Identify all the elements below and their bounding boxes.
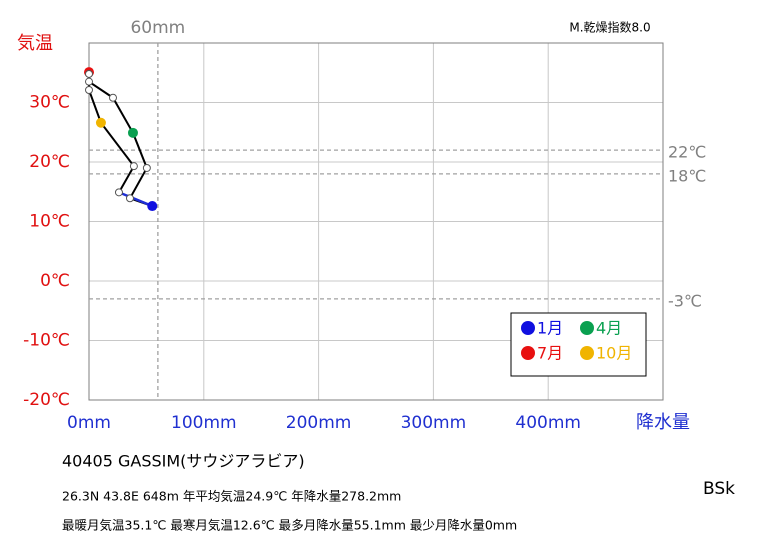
month-point bbox=[125, 194, 134, 203]
month-point bbox=[85, 69, 93, 78]
y-axis-label: 気温 bbox=[17, 33, 53, 54]
reference-label: -3℃ bbox=[668, 291, 702, 310]
y-tick-label: 10℃ bbox=[29, 212, 70, 232]
highlight-point bbox=[95, 117, 106, 128]
legend-label: 4月 bbox=[596, 319, 622, 338]
month-point bbox=[85, 86, 93, 95]
legend-label: 10月 bbox=[596, 344, 632, 363]
highlight-point bbox=[127, 127, 138, 138]
legend-marker bbox=[580, 321, 594, 335]
reference-label: 18℃ bbox=[668, 166, 706, 185]
legend-label: 1月 bbox=[537, 319, 563, 338]
month-point bbox=[85, 77, 93, 86]
month-point bbox=[114, 188, 123, 197]
legend-marker bbox=[580, 346, 594, 360]
reference-label: 22℃ bbox=[668, 143, 706, 162]
y-tick-label: 0℃ bbox=[40, 271, 70, 291]
legend-marker bbox=[521, 346, 535, 360]
x-axis-label: 降水量 bbox=[636, 412, 690, 433]
climate-class: BSk bbox=[703, 479, 735, 499]
x-tick-label: 300mm bbox=[401, 413, 467, 433]
plot-frame bbox=[88, 42, 664, 401]
highlight-point bbox=[147, 201, 158, 212]
legend-label: 7月 bbox=[537, 344, 563, 363]
month-point bbox=[142, 163, 151, 172]
x-tick-label: 0mm bbox=[67, 413, 111, 433]
x-tick-label: 400mm bbox=[515, 413, 581, 433]
y-tick-label: -10℃ bbox=[23, 331, 70, 351]
month-point bbox=[129, 162, 138, 171]
x-tick-label: 200mm bbox=[286, 413, 352, 433]
wrap-segment bbox=[118, 191, 153, 208]
climate-line bbox=[88, 72, 153, 207]
dryness-index: M.乾燥指数8.0 bbox=[569, 20, 650, 35]
y-tick-label: 30℃ bbox=[29, 93, 70, 113]
legend-box bbox=[510, 312, 647, 377]
month-point bbox=[108, 93, 117, 102]
station-info: 26.3N 43.8E 648m 年平均気温24.9℃ 年降水量278.2mm bbox=[62, 489, 401, 504]
legend-marker bbox=[521, 321, 535, 335]
y-tick-label: 20℃ bbox=[29, 152, 70, 172]
reference-label: 60mm bbox=[130, 18, 185, 38]
y-tick-label: -20℃ bbox=[23, 390, 70, 410]
station-name: 40405 GASSIM(サウジアラビア) bbox=[62, 452, 305, 471]
station-info: 最暖月気温35.1℃ 最寒月気温12.6℃ 最多月降水量55.1mm 最少月降水… bbox=[62, 518, 517, 533]
x-tick-label: 100mm bbox=[171, 413, 237, 433]
